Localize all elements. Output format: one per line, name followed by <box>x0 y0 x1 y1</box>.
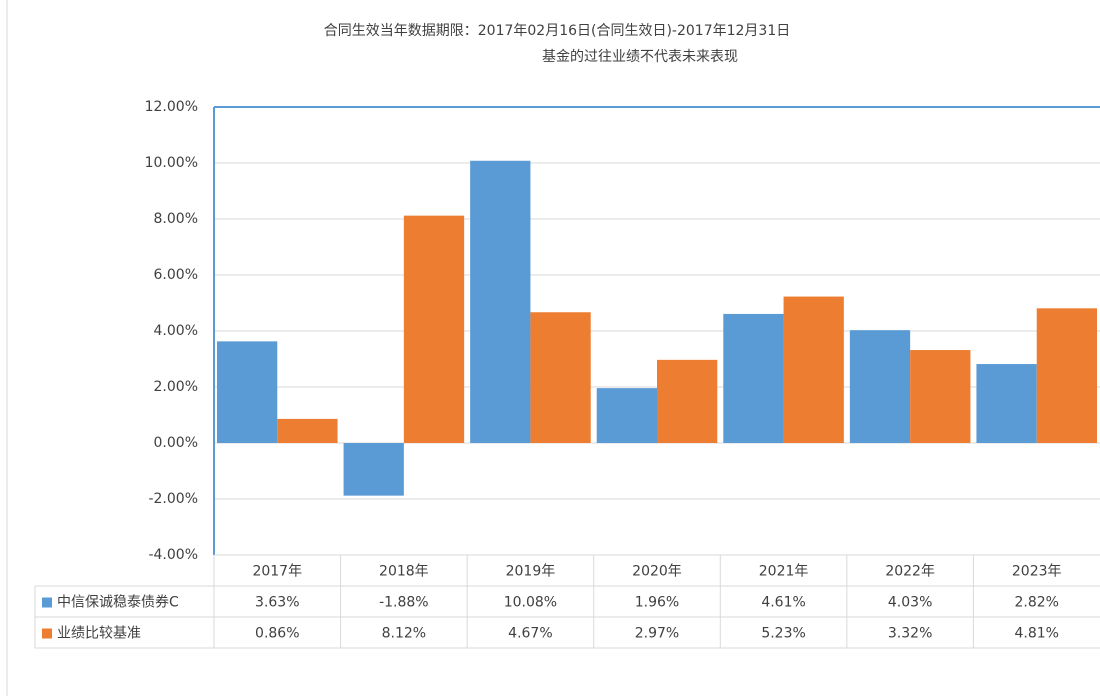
legend-swatch <box>42 597 52 608</box>
x-tick-label: 2019年 <box>506 564 556 580</box>
x-tick-label: 2018年 <box>379 564 429 580</box>
x-tick-label: 2023年 <box>1012 564 1062 580</box>
table-value: 3.32% <box>888 626 932 642</box>
chart-title: 合同生效当年数据期限：2017年02月16日(合同生效日)-2017年12月31… <box>324 23 791 39</box>
table-value: 2.97% <box>635 626 679 642</box>
table-value: 5.23% <box>761 626 805 642</box>
table-value: -1.88% <box>379 595 429 611</box>
y-tick-label: 6.00% <box>154 267 198 283</box>
bar <box>343 443 404 496</box>
bar <box>849 330 911 443</box>
x-tick-label: 2020年 <box>632 564 682 580</box>
chart-subtitle: 基金的过往业绩不代表未来表现 <box>542 48 738 65</box>
y-tick-label: 8.00% <box>154 211 198 227</box>
x-tick-label: 2017年 <box>252 564 302 580</box>
x-tick-label: 2022年 <box>885 564 935 580</box>
y-tick-label: 0.00% <box>154 435 198 451</box>
table-value: 4.81% <box>1014 626 1058 642</box>
bar <box>657 359 718 443</box>
table-value: 2.82% <box>1014 595 1058 611</box>
bar <box>403 215 465 443</box>
x-tick-label: 2021年 <box>759 564 809 580</box>
bar <box>783 296 844 443</box>
bar <box>470 160 531 443</box>
y-tick-label: 4.00% <box>154 323 198 339</box>
y-tick-label: 2.00% <box>154 379 198 395</box>
table-value: 10.08% <box>504 595 557 611</box>
table-value: 3.63% <box>255 595 299 611</box>
y-tick-label: 10.00% <box>145 155 198 171</box>
table-value: 1.96% <box>635 595 679 611</box>
legend-swatch <box>42 628 52 639</box>
table-value: 4.61% <box>761 595 805 611</box>
legend-label: 业绩比较基准 <box>57 625 141 642</box>
table-value: 8.12% <box>382 626 426 642</box>
bar <box>1036 308 1097 443</box>
bar <box>596 388 657 443</box>
bar <box>217 341 278 443</box>
table-value: 4.03% <box>888 595 932 611</box>
y-tick-label: -2.00% <box>148 491 198 507</box>
legend-label: 中信保诚稳泰债券C <box>57 595 179 611</box>
bar <box>976 364 1037 443</box>
bar <box>530 312 591 443</box>
y-tick-label: -4.00% <box>148 547 198 563</box>
bar <box>723 313 784 443</box>
y-tick-label: 12.00% <box>145 99 198 115</box>
table-value: 0.86% <box>255 626 299 642</box>
bar <box>910 350 971 443</box>
bar <box>277 418 338 443</box>
table-value: 4.67% <box>508 626 552 642</box>
